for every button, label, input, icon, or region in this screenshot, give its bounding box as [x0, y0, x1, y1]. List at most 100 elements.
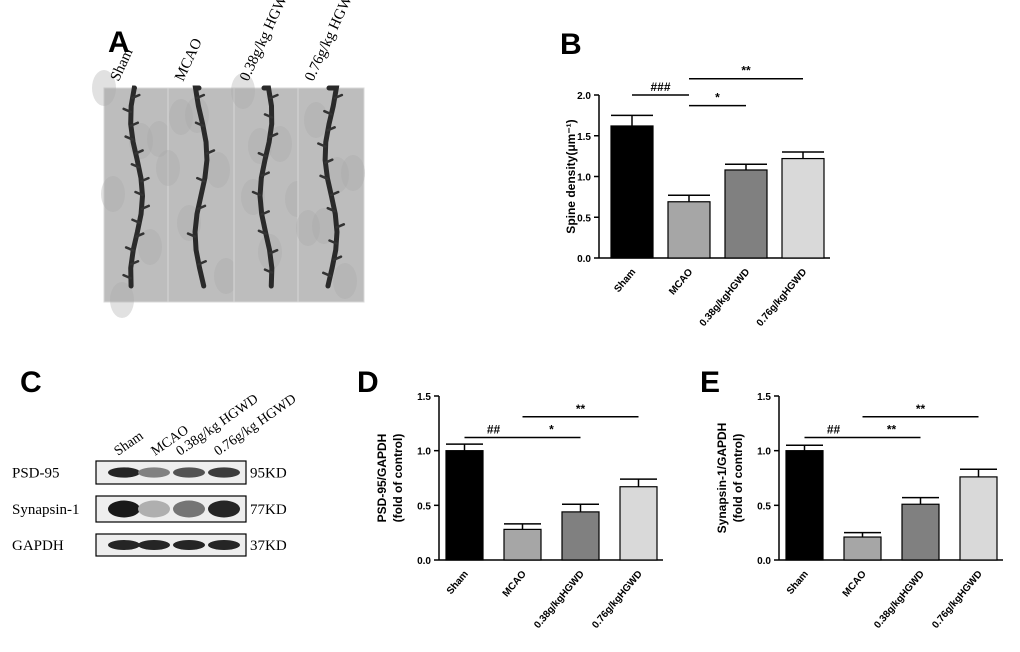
dendritic-spine	[329, 190, 340, 197]
x-tick-label: 0.38g/kgHGWD	[532, 569, 587, 631]
blot-band	[108, 500, 140, 518]
dendritic-spine	[122, 273, 132, 280]
bar	[503, 528, 542, 561]
micrograph-texture	[156, 150, 180, 186]
dendritic-spine	[335, 223, 346, 229]
blot-band	[138, 467, 170, 478]
blot-protein-label: Synapsin-1	[12, 502, 80, 518]
significance-label: **	[576, 402, 586, 416]
chart-panel-d: 0.0 0.5 1.0 1.5 PSD-95/GAPDH (fold of control…	[375, 392, 663, 631]
significance-label: ##	[827, 423, 841, 437]
bar	[781, 157, 825, 259]
y-tick-label: 1.5	[577, 132, 591, 143]
dendritic-spine	[122, 107, 132, 114]
dendritic-spine	[135, 232, 145, 238]
blot-band	[138, 500, 170, 518]
bar	[561, 511, 600, 561]
dendritic-spine	[195, 93, 206, 100]
y-tick-label: 1.0	[757, 447, 771, 458]
dendritic-spine	[269, 93, 279, 100]
bar	[724, 169, 768, 259]
y-tick-label: 0.0	[417, 556, 431, 567]
blot-size-label: 77KD	[250, 502, 287, 518]
micrograph-label: 0.76g/kg HGWD	[302, 0, 360, 84]
dendritic-spine	[323, 109, 333, 116]
x-tick-label: MCAO	[667, 267, 695, 298]
dendritic-spine	[263, 268, 274, 274]
micrograph-texture	[206, 152, 230, 188]
dendritic-spine	[196, 204, 207, 211]
micrograph-texture	[169, 99, 193, 135]
micrograph-strip	[233, 87, 299, 303]
panel-label-a: A	[108, 26, 130, 59]
blot-band	[208, 500, 240, 518]
blot-lane-label: Sham	[112, 429, 147, 460]
micrograph-label: 0.38g/kg HGWD	[237, 0, 295, 84]
micrograph-texture	[304, 102, 328, 138]
y-tick-label: 1.5	[417, 392, 431, 403]
micrograph-texture	[101, 176, 125, 212]
significance-label: *	[715, 91, 720, 105]
x-tick-label: 0.76g/kgHGWD	[590, 569, 645, 631]
micrograph-label: Sham	[108, 46, 137, 84]
dendritic-spine	[186, 232, 197, 238]
dendritic-spine	[129, 260, 140, 266]
y-axis-label-2: (fold of control)	[391, 434, 405, 523]
bar	[667, 201, 711, 259]
micrograph-texture	[312, 208, 336, 244]
dendritic-spine	[326, 206, 337, 213]
significance-label: **	[916, 402, 926, 416]
x-tick-label: Sham	[612, 267, 638, 295]
blot-band	[208, 540, 240, 550]
micrograph-texture	[214, 258, 238, 294]
y-tick-label: 0.5	[577, 213, 591, 224]
bar	[901, 503, 940, 561]
dendritic-spine	[328, 239, 338, 245]
y-tick-label: 2.0	[577, 91, 591, 102]
dendritic-spine	[134, 149, 144, 155]
blot-band	[173, 540, 205, 550]
x-tick-label: 0.38g/kgHGWD	[698, 267, 753, 329]
bar	[619, 486, 658, 561]
blot-band	[108, 467, 140, 478]
blot-box	[95, 460, 247, 485]
significance-label: **	[887, 423, 897, 437]
significance-label: ###	[650, 80, 670, 94]
dendritic-spine	[124, 135, 134, 141]
dendritic-spine	[257, 229, 268, 236]
x-tick-label: MCAO	[501, 569, 529, 600]
panel-label-c: C	[20, 366, 42, 399]
bar	[610, 125, 654, 259]
x-tick-label: 0.76g/kgHGWD	[930, 569, 985, 631]
dendritic-spine	[140, 176, 150, 183]
dendritic-spine	[129, 121, 140, 127]
micrograph-texture	[341, 155, 365, 191]
dendritic-spine	[131, 93, 141, 100]
blot-band	[108, 540, 140, 550]
blot-protein-label: GAPDH	[12, 538, 64, 554]
dendritic-spine	[124, 246, 135, 252]
micrograph-label: MCAO	[172, 36, 206, 84]
blot-box	[95, 533, 247, 557]
micrograph-texture	[296, 210, 320, 246]
dendritic-spine	[263, 113, 274, 119]
dendritic-spine	[251, 190, 262, 197]
dendritic-spine	[260, 210, 270, 216]
y-tick-label: 0.0	[757, 556, 771, 567]
dendritic-spine	[319, 174, 329, 181]
dendrite	[192, 85, 210, 289]
y-tick-label: 0.5	[417, 501, 431, 512]
dendritic-spine	[268, 132, 279, 139]
x-tick-label: 0.38g/kgHGWD	[872, 569, 927, 631]
x-tick-label: Sham	[445, 569, 471, 597]
dendritic-spine	[140, 204, 151, 211]
panel-label-b: B	[560, 28, 582, 61]
dendritic-spine	[130, 163, 141, 169]
y-tick-label: 0.5	[757, 501, 771, 512]
dendritic-spine	[257, 151, 268, 158]
chart-panel-b: 0.0 0.5 1.0 1.5 2.0 Spine density(μm⁻¹) Sham MC…	[564, 64, 830, 329]
significance-label: *	[549, 423, 554, 437]
chart-panel-e: 0.0 0.5 1.0 1.5 Synapsin-1/GAPDH (fold of con…	[715, 392, 1003, 631]
dendritic-spine	[326, 126, 336, 132]
